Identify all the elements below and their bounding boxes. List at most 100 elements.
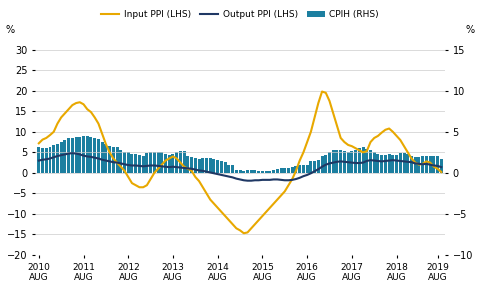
Bar — [432, 156, 435, 173]
Bar — [168, 155, 171, 173]
Bar — [78, 137, 81, 173]
Bar — [179, 151, 182, 173]
Bar — [112, 147, 115, 173]
Bar — [149, 152, 152, 173]
Bar — [358, 148, 361, 173]
Bar — [205, 158, 208, 173]
Bar — [414, 157, 417, 173]
Bar — [246, 171, 249, 173]
Bar — [365, 149, 368, 173]
Bar — [361, 147, 364, 173]
Bar — [336, 150, 338, 173]
Bar — [183, 151, 186, 173]
Bar — [131, 154, 133, 173]
Bar — [116, 147, 119, 173]
Bar — [324, 155, 327, 173]
Bar — [190, 157, 193, 173]
Bar — [120, 150, 122, 173]
Bar — [276, 169, 279, 173]
Bar — [164, 154, 167, 173]
Bar — [373, 152, 376, 173]
Bar — [403, 153, 406, 173]
Bar — [347, 151, 349, 173]
Bar — [89, 137, 93, 173]
Bar — [171, 154, 174, 173]
Bar — [156, 152, 159, 173]
Bar — [302, 166, 305, 173]
Bar — [384, 155, 387, 173]
Bar — [425, 156, 428, 173]
Bar — [313, 161, 316, 173]
Y-axis label: %: % — [6, 25, 15, 35]
Bar — [436, 156, 439, 173]
Bar — [198, 159, 201, 173]
Bar — [268, 171, 271, 173]
Bar — [41, 148, 44, 173]
Bar — [175, 151, 178, 173]
Bar — [418, 157, 420, 173]
Bar — [48, 147, 51, 173]
Bar — [213, 159, 216, 173]
Bar — [97, 139, 100, 173]
Bar — [123, 151, 126, 173]
Bar — [343, 151, 346, 173]
Bar — [56, 144, 59, 173]
Bar — [71, 138, 74, 173]
Bar — [287, 168, 290, 173]
Bar — [186, 156, 190, 173]
Bar — [194, 158, 197, 173]
Bar — [127, 152, 130, 173]
Bar — [395, 155, 398, 173]
Bar — [52, 145, 55, 173]
Bar — [429, 156, 432, 173]
Bar — [105, 144, 108, 173]
Bar — [261, 171, 264, 173]
Bar — [67, 138, 70, 173]
Bar — [220, 161, 223, 173]
Y-axis label: %: % — [465, 25, 474, 35]
Bar — [86, 136, 89, 173]
Bar — [142, 156, 144, 173]
Bar — [369, 150, 372, 173]
Bar — [93, 138, 96, 173]
Bar — [216, 160, 219, 173]
Bar — [350, 151, 353, 173]
Bar — [231, 166, 234, 173]
Bar — [380, 155, 383, 173]
Bar — [257, 171, 260, 173]
Bar — [250, 171, 253, 173]
Bar — [332, 150, 335, 173]
Bar — [138, 155, 141, 173]
Bar — [410, 156, 413, 173]
Bar — [63, 140, 66, 173]
Bar — [145, 153, 148, 173]
Bar — [376, 154, 380, 173]
Bar — [328, 151, 331, 173]
Bar — [108, 146, 111, 173]
Bar — [153, 151, 156, 173]
Bar — [399, 153, 402, 173]
Bar — [45, 148, 48, 173]
Bar — [160, 152, 163, 173]
Legend: Input PPI (LHS), Output PPI (LHS), CPIH (RHS): Input PPI (LHS), Output PPI (LHS), CPIH … — [97, 7, 383, 23]
Bar — [239, 171, 241, 173]
Bar — [224, 162, 227, 173]
Bar — [321, 156, 324, 173]
Bar — [388, 154, 391, 173]
Bar — [82, 136, 85, 173]
Bar — [339, 150, 342, 173]
Bar — [317, 160, 320, 173]
Bar — [298, 166, 301, 173]
Bar — [294, 166, 298, 173]
Bar — [291, 167, 294, 173]
Bar — [440, 159, 443, 173]
Bar — [306, 165, 309, 173]
Bar — [421, 156, 424, 173]
Bar — [279, 168, 283, 173]
Bar — [101, 142, 104, 173]
Bar — [391, 155, 395, 173]
Bar — [272, 171, 275, 173]
Bar — [242, 171, 245, 173]
Bar — [264, 171, 268, 173]
Bar — [209, 158, 212, 173]
